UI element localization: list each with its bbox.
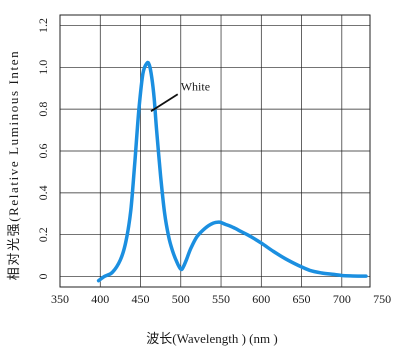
x-axis-label: 波长(Wavelength ) (nm ) (146, 331, 277, 346)
y-axis-label: 相对光强(Relative Luminous Inten (6, 50, 21, 280)
annotation-leader-line (150, 93, 179, 113)
y-tick-label: 1.0 (36, 60, 50, 75)
series-layer (96, 60, 368, 283)
y-tick-label: 1.2 (36, 18, 50, 33)
x-tick-label: 700 (333, 292, 351, 306)
x-tick-label: 500 (172, 292, 190, 306)
grid (60, 15, 370, 287)
y-tick-label: 0 (36, 274, 50, 280)
x-tick-label: 350 (51, 292, 69, 306)
y-tick-label: 0.2 (36, 227, 50, 242)
series-line-white (96, 60, 368, 283)
plot-frame (59, 14, 371, 288)
x-tick-label: 450 (132, 292, 150, 306)
annotation-label: White (181, 79, 210, 93)
y-axis-ticks: 0 0.2 0.4 0.6 0.8 1.0 1.2 (36, 18, 50, 280)
y-tick-label: 0.4 (36, 185, 50, 200)
x-tick-label: 650 (293, 292, 311, 306)
x-tick-label: 400 (91, 292, 109, 306)
x-tick-label: 550 (212, 292, 230, 306)
annotation-layer: White (150, 79, 210, 113)
x-tick-label: 750 (373, 292, 391, 306)
x-axis-ticks: 350 400 450 500 550 600 650 700 750 (51, 292, 391, 306)
x-tick-label: 600 (252, 292, 270, 306)
y-tick-label: 0.8 (36, 102, 50, 117)
y-tick-label: 0.6 (36, 144, 50, 159)
